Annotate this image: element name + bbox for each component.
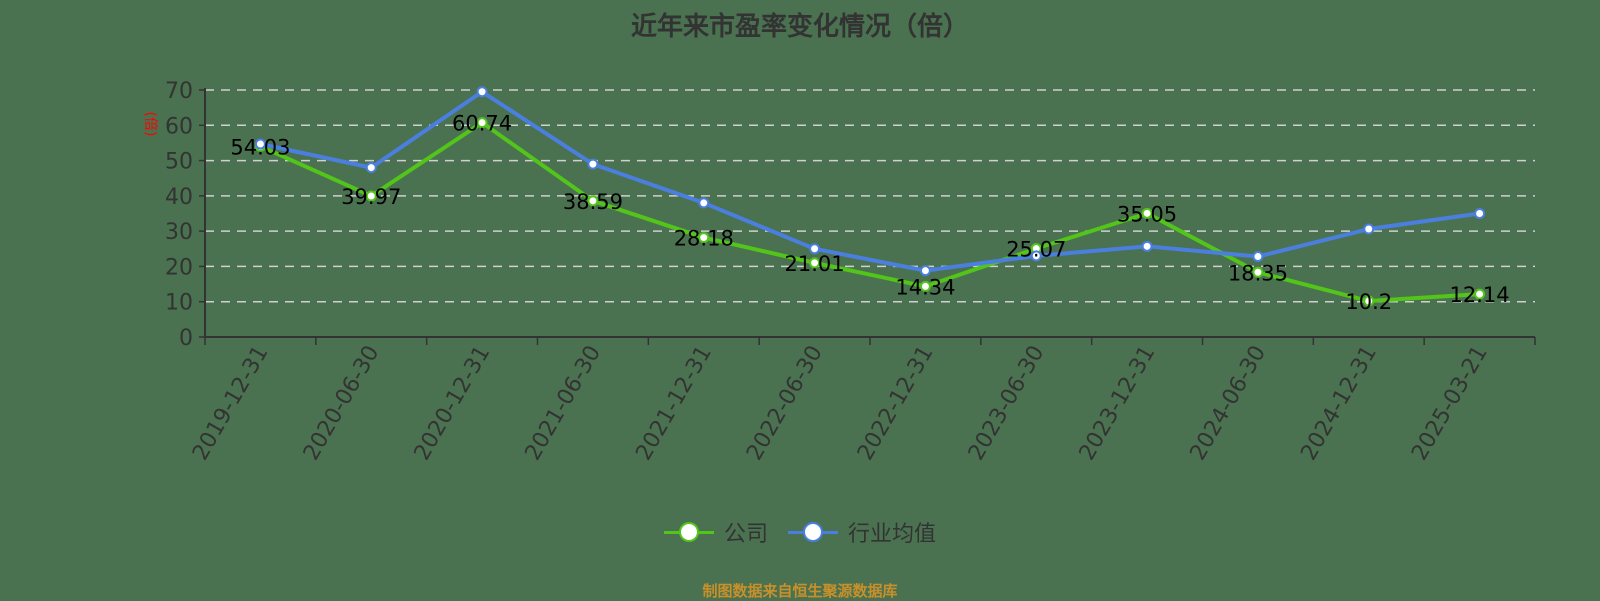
data-label: 35.05 [1117, 202, 1177, 226]
x-tick-label: 2023-06-30 [964, 342, 1050, 465]
x-tick-label: 2022-06-30 [742, 342, 828, 465]
data-point[interactable] [809, 257, 821, 269]
legend-marker-icon [788, 522, 838, 542]
data-point[interactable] [1474, 208, 1486, 219]
y-tick-label: 20 [165, 255, 193, 280]
x-tick-label: 2021-06-30 [521, 342, 607, 465]
data-label: 21.01 [785, 252, 845, 276]
data-point[interactable] [919, 265, 931, 277]
data-point[interactable] [1252, 251, 1264, 263]
data-point[interactable] [476, 117, 488, 129]
data-point[interactable] [1141, 240, 1153, 252]
x-tick-label: 2022-12-31 [853, 342, 939, 465]
x-tick-label: 2020-06-30 [299, 342, 385, 465]
data-point[interactable] [1030, 250, 1042, 262]
legend: 公司 行业均值 [0, 516, 1600, 548]
legend-item-company[interactable]: 公司 [663, 516, 768, 548]
data-label: 12.14 [1450, 283, 1510, 307]
y-tick-label: 70 [165, 79, 193, 104]
data-point[interactable] [1363, 295, 1375, 307]
y-tick-label: 60 [165, 114, 193, 139]
data-point[interactable] [476, 86, 488, 98]
data-point[interactable] [1141, 207, 1153, 219]
data-point[interactable] [1252, 266, 1264, 278]
chart-title: 近年来市盈率变化情况（倍） [630, 12, 969, 42]
x-tick-label: 2020-12-31 [410, 342, 496, 465]
data-point[interactable] [365, 162, 377, 174]
data-label: 39.97 [341, 185, 401, 209]
x-tick-label: 2023-12-31 [1075, 342, 1161, 465]
data-label: 28.18 [674, 227, 734, 251]
legend-label: 行业均值 [848, 522, 937, 547]
y-tick-label: 40 [165, 185, 193, 210]
x-tick-label: 2024-06-30 [1186, 342, 1272, 465]
x-tick-label: 2024-12-31 [1296, 342, 1382, 465]
data-label: 60.74 [452, 112, 512, 136]
x-tick-label: 2025-03-21 [1407, 342, 1493, 465]
data-label: 38.59 [563, 190, 623, 214]
legend-item-industry-average[interactable]: 行业均值 [788, 516, 936, 548]
y-tick-label: 10 [165, 291, 193, 316]
data-point[interactable] [1474, 288, 1486, 300]
data-label: 25.07 [1006, 238, 1066, 262]
data-label: 54.03 [230, 135, 290, 159]
x-tick-label: 2019-12-31 [188, 342, 274, 465]
data-point[interactable] [809, 243, 821, 255]
data-point[interactable] [254, 138, 266, 150]
data-point[interactable] [698, 232, 710, 244]
data-label: 18.35 [1228, 261, 1288, 285]
data-point[interactable] [587, 195, 599, 207]
industry-average-series-line [259, 89, 1480, 273]
y-tick-label: 50 [165, 150, 193, 175]
y-tick-label: 0 [179, 326, 193, 351]
legend-marker-icon [663, 522, 714, 542]
data-point[interactable] [365, 190, 377, 202]
company-series-line [259, 120, 1480, 304]
legend-label: 公司 [723, 522, 768, 547]
y-tick-label: 30 [165, 220, 193, 245]
data-label: 14.34 [895, 275, 955, 299]
x-tick-label: 2021-12-31 [631, 342, 717, 465]
data-point[interactable] [698, 197, 710, 209]
data-point[interactable] [919, 280, 931, 292]
data-label: 10.2 [1345, 290, 1392, 314]
data-point[interactable] [587, 158, 599, 170]
data-point[interactable] [1363, 223, 1375, 235]
y-axis-unit-label: (倍) [142, 112, 158, 137]
data-source-note: 制图数据来自恒生聚源数据库 [702, 582, 898, 600]
